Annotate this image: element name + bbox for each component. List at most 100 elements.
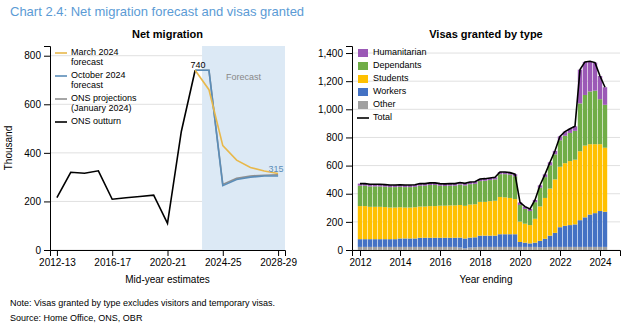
bar xyxy=(498,234,502,247)
legend-label: Other xyxy=(373,99,396,109)
bar xyxy=(523,243,527,247)
bar xyxy=(458,238,462,248)
bar xyxy=(583,62,587,95)
bar xyxy=(433,185,437,206)
tick-label: 600 xyxy=(326,160,343,171)
bar xyxy=(603,87,607,105)
tick-mark xyxy=(346,250,352,251)
bar xyxy=(598,211,602,247)
bar xyxy=(403,238,407,246)
line xyxy=(360,61,605,209)
y-axis: 0200400600800 xyxy=(24,47,50,256)
tick: 2024-25 xyxy=(205,250,242,268)
bar xyxy=(458,185,462,205)
bar xyxy=(563,226,567,247)
bar xyxy=(568,161,572,225)
tick-label: 1,000 xyxy=(318,104,343,115)
bar xyxy=(543,177,547,198)
bar xyxy=(483,236,487,247)
tick-mark xyxy=(44,104,50,105)
tick-mark xyxy=(44,56,50,57)
tick-mark xyxy=(346,53,352,54)
chart-title: Visas granted by type xyxy=(429,28,543,40)
bar xyxy=(483,247,487,250)
bar xyxy=(518,222,522,242)
bar xyxy=(373,186,377,206)
bar xyxy=(573,160,577,225)
tick-label: 0 xyxy=(337,245,343,256)
legend-item: Total xyxy=(357,112,392,122)
bar xyxy=(523,209,527,224)
bar xyxy=(603,105,607,148)
tick-label: 2028-29 xyxy=(260,257,297,268)
legend-item: Other xyxy=(358,99,396,109)
bar xyxy=(563,136,567,163)
bar xyxy=(583,95,587,146)
bar xyxy=(508,234,512,247)
bar xyxy=(438,247,442,250)
tick-mark xyxy=(346,109,352,110)
bar xyxy=(528,225,532,243)
bar xyxy=(428,247,432,250)
bar xyxy=(578,103,582,151)
bar xyxy=(598,144,602,211)
chart-title: Net migration xyxy=(132,28,203,40)
bar xyxy=(423,238,427,247)
plot-area xyxy=(358,61,607,250)
bar xyxy=(473,204,477,237)
bar xyxy=(533,243,537,247)
tick: 2016 xyxy=(429,250,452,268)
y-axis-title: Thousand xyxy=(3,126,14,170)
bar xyxy=(573,247,577,250)
bar xyxy=(368,247,372,250)
tick-mark xyxy=(520,250,521,256)
tick-mark xyxy=(346,81,352,82)
bar xyxy=(603,212,607,247)
bar xyxy=(388,239,392,247)
bar xyxy=(593,91,597,144)
bar xyxy=(583,146,587,218)
tick-label: 2012 xyxy=(349,257,372,268)
bar xyxy=(388,187,392,207)
legend-item: Workers xyxy=(358,86,407,96)
footnote: Source: Home Office, ONS, OBR xyxy=(10,313,143,323)
tick-label: 2012-13 xyxy=(39,257,76,268)
bar xyxy=(518,247,522,250)
chart-figure: Chart 2.4: Net migration forecast and vi… xyxy=(0,0,634,335)
bar xyxy=(588,91,592,144)
bar xyxy=(373,207,377,239)
legend-label: March 2024forecast xyxy=(71,47,119,67)
bar xyxy=(498,197,502,234)
legend-label-line: Dependants xyxy=(373,60,422,70)
bar xyxy=(523,247,527,250)
bar xyxy=(438,186,442,206)
bar xyxy=(503,174,507,197)
bar xyxy=(378,186,382,206)
tick-label: 2016-17 xyxy=(94,257,131,268)
bar xyxy=(553,233,557,247)
bar xyxy=(538,247,542,250)
bar xyxy=(543,239,547,247)
legend-label-line: March 2024 xyxy=(71,47,119,57)
line xyxy=(57,70,195,223)
bar xyxy=(443,206,447,238)
bar xyxy=(483,202,487,236)
bar xyxy=(488,180,492,201)
bar xyxy=(583,217,587,247)
bar xyxy=(403,187,407,207)
tick-label: 400 xyxy=(326,188,343,199)
bar xyxy=(363,247,367,250)
bar xyxy=(513,234,517,247)
bar xyxy=(533,202,537,219)
legend-swatch xyxy=(358,101,368,109)
bar xyxy=(458,205,462,238)
bar xyxy=(453,247,457,250)
tick-label: 600 xyxy=(24,99,41,110)
tick-mark xyxy=(44,153,50,154)
bar xyxy=(548,236,552,247)
bar xyxy=(423,186,427,207)
legend-label: Dependants xyxy=(373,60,422,70)
bar xyxy=(558,140,562,166)
bar xyxy=(448,238,452,247)
bar xyxy=(493,179,497,200)
